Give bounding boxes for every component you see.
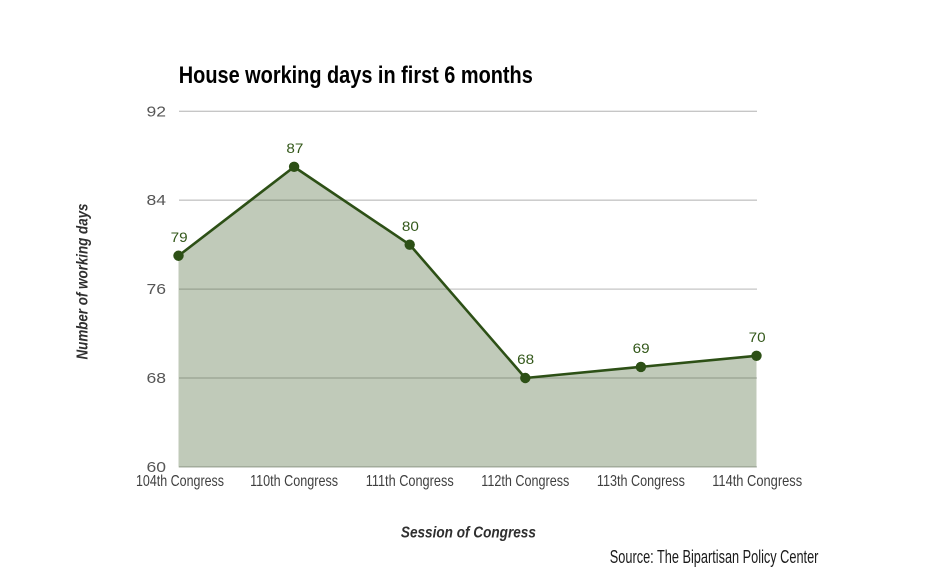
svg-text:68: 68 [147, 370, 167, 387]
svg-text:Source: The Bipartisan Policy: Source: The Bipartisan Policy Center [610, 547, 819, 567]
svg-text:79: 79 [171, 229, 188, 245]
svg-text:House working days in first 6: House working days in first 6 months [179, 62, 533, 89]
svg-text:92: 92 [147, 103, 167, 120]
svg-text:87: 87 [286, 140, 303, 156]
svg-text:76: 76 [147, 281, 167, 298]
svg-text:113th Congress: 113th Congress [597, 473, 685, 490]
svg-text:Number of working days: Number of working days [75, 203, 92, 359]
svg-text:80: 80 [402, 218, 419, 234]
svg-text:69: 69 [633, 340, 650, 356]
svg-text:84: 84 [147, 192, 167, 209]
svg-text:60: 60 [147, 459, 167, 476]
svg-text:104th Congress: 104th Congress [136, 473, 224, 490]
svg-text:70: 70 [749, 329, 766, 345]
svg-text:68: 68 [517, 351, 534, 367]
svg-text:111th Congress: 111th Congress [366, 473, 454, 490]
svg-text:114th Congress: 114th Congress [712, 473, 802, 490]
svg-text:Session of Congress: Session of Congress [401, 524, 536, 541]
svg-text:112th Congress: 112th Congress [481, 473, 569, 490]
svg-text:110th Congress: 110th Congress [250, 473, 338, 490]
